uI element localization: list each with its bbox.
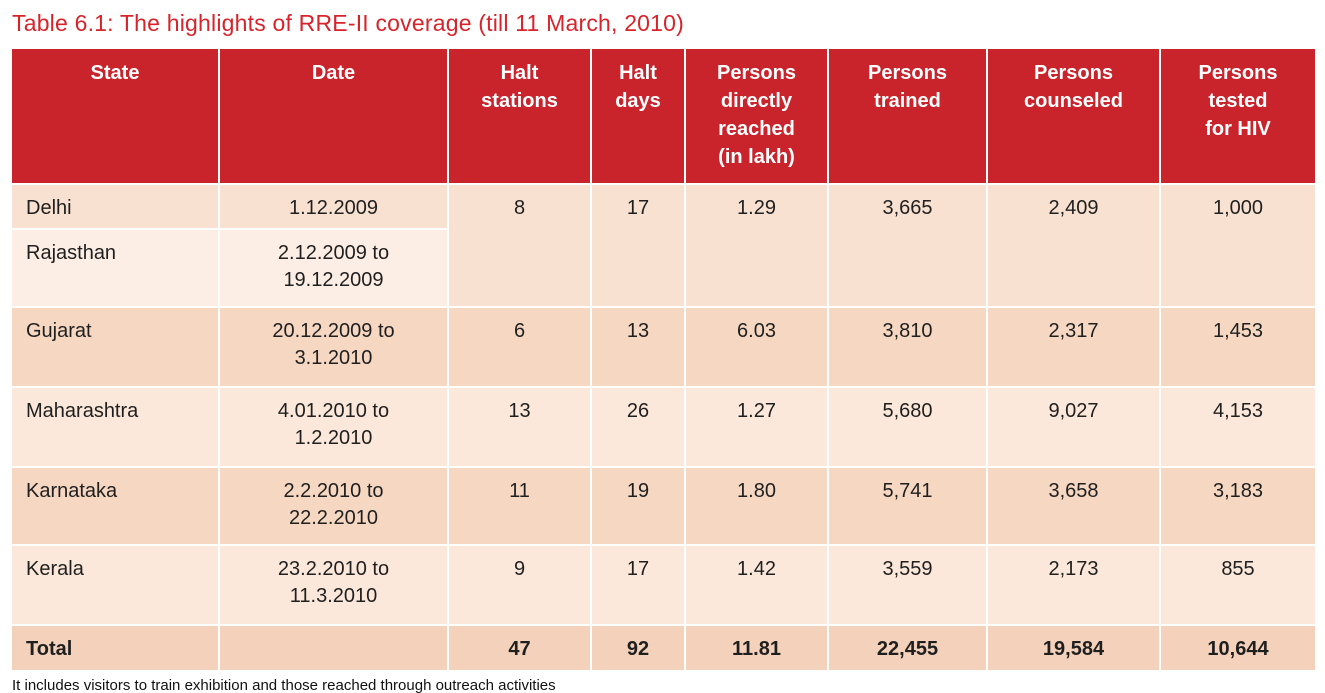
cell-halt-stations: 9 bbox=[447, 544, 592, 626]
cell-persons-trained: 3,559 bbox=[827, 544, 988, 626]
cell-state: Karnataka bbox=[10, 466, 220, 546]
cell-date: 2.2.2010 to 22.2.2010 bbox=[218, 466, 449, 546]
cell-persons-trained: 3,810 bbox=[827, 306, 988, 388]
header-row: State Date Halt stations Halt days Perso… bbox=[10, 47, 1317, 185]
cell-persons-reached: 1.80 bbox=[684, 466, 829, 546]
table-row: Rajasthan 2.12.2009 to 19.12.2009 bbox=[10, 228, 1316, 308]
cell-halt-stations: 8 bbox=[447, 183, 592, 308]
cell-persons-tested: 3,183 bbox=[1159, 466, 1317, 546]
cell-persons-reached: 6.03 bbox=[684, 306, 829, 388]
footnote: It includes visitors to train exhibition… bbox=[12, 677, 556, 693]
col-header-persons-counseled: Persons counseled bbox=[986, 47, 1161, 185]
cell-persons-counseled: 2,409 bbox=[986, 183, 1161, 308]
cell-persons-trained: 3,665 bbox=[827, 183, 988, 308]
cell-persons-reached: 1.29 bbox=[684, 183, 829, 308]
cell-halt-stations: 13 bbox=[447, 386, 592, 468]
cell-halt-stations: 6 bbox=[447, 306, 592, 388]
table-row: Maharashtra 4.01.2010 to 1.2.2010 13 26 … bbox=[10, 386, 1317, 468]
table-row: Karnataka 2.2.2010 to 22.2.2010 11 19 1.… bbox=[10, 466, 1317, 546]
cell-state: Kerala bbox=[10, 544, 220, 626]
cell-halt-days: 13 bbox=[590, 306, 686, 388]
col-header-persons-tested: Persons tested for HIV bbox=[1159, 47, 1317, 185]
cell-halt-days: 19 bbox=[590, 466, 686, 546]
cell-persons-tested: 855 bbox=[1159, 544, 1317, 626]
cell-state: Maharashtra bbox=[10, 386, 220, 468]
cell-persons-counseled: 2,317 bbox=[986, 306, 1161, 388]
cell-date: 2.12.2009 to 19.12.2009 bbox=[218, 228, 449, 308]
cell-persons-tested: 4,153 bbox=[1159, 386, 1317, 468]
cell-state: Delhi bbox=[10, 183, 220, 230]
cell-date: 20.12.2009 to 3.1.2010 bbox=[218, 306, 449, 388]
col-header-halt-days: Halt days bbox=[590, 47, 686, 185]
cell-persons-reached: 1.27 bbox=[684, 386, 829, 468]
cell-persons-trained: 5,741 bbox=[827, 466, 988, 546]
cell-persons-counseled: 9,027 bbox=[986, 386, 1161, 468]
cell-date: 1.12.2009 bbox=[218, 183, 449, 230]
cell-date bbox=[218, 624, 449, 672]
cell-halt-days: 26 bbox=[590, 386, 686, 468]
cell-persons-counseled: 3,658 bbox=[986, 466, 1161, 546]
cell-halt-stations: 47 bbox=[447, 624, 592, 672]
cell-halt-days: 92 bbox=[590, 624, 686, 672]
cell-persons-tested: 10,644 bbox=[1159, 624, 1317, 672]
cell-persons-reached: 11.81 bbox=[684, 624, 829, 672]
total-row: Total 47 92 11.81 22,455 19,584 10,644 bbox=[10, 624, 1317, 672]
col-header-state: State bbox=[10, 47, 220, 185]
cell-halt-days: 17 bbox=[590, 183, 686, 308]
cell-total-label: Total bbox=[10, 624, 220, 672]
cell-halt-stations: 11 bbox=[447, 466, 592, 546]
cell-persons-tested: 1,000 bbox=[1159, 183, 1317, 308]
cell-date: 23.2.2010 to 11.3.2010 bbox=[218, 544, 449, 626]
table-row: Kerala 23.2.2010 to 11.3.2010 9 17 1.42 … bbox=[10, 544, 1317, 626]
col-header-persons-trained: Persons trained bbox=[827, 47, 988, 185]
col-header-halt-stations: Halt stations bbox=[447, 47, 592, 185]
table-row: Delhi 1.12.2009 8 17 1.29 3,665 2,409 1,… bbox=[10, 183, 1317, 308]
cell-persons-trained: 22,455 bbox=[827, 624, 988, 672]
cell-persons-tested: 1,453 bbox=[1159, 306, 1317, 388]
table-row: Gujarat 20.12.2009 to 3.1.2010 6 13 6.03… bbox=[10, 306, 1317, 388]
col-header-persons-reached: Persons directly reached (in lakh) bbox=[684, 47, 829, 185]
cell-halt-days: 17 bbox=[590, 544, 686, 626]
col-header-date: Date bbox=[218, 47, 449, 185]
cell-persons-trained: 5,680 bbox=[827, 386, 988, 468]
cell-date: 4.01.2010 to 1.2.2010 bbox=[218, 386, 449, 468]
cell-persons-counseled: 19,584 bbox=[986, 624, 1161, 672]
coverage-table: State Date Halt stations Halt days Perso… bbox=[10, 47, 1317, 672]
table-title: Table 6.1: The highlights of RRE-II cove… bbox=[12, 10, 685, 36]
cell-persons-counseled: 2,173 bbox=[986, 544, 1161, 626]
cell-persons-reached: 1.42 bbox=[684, 544, 829, 626]
cell-state: Gujarat bbox=[10, 306, 220, 388]
cell-state: Rajasthan bbox=[10, 228, 220, 308]
